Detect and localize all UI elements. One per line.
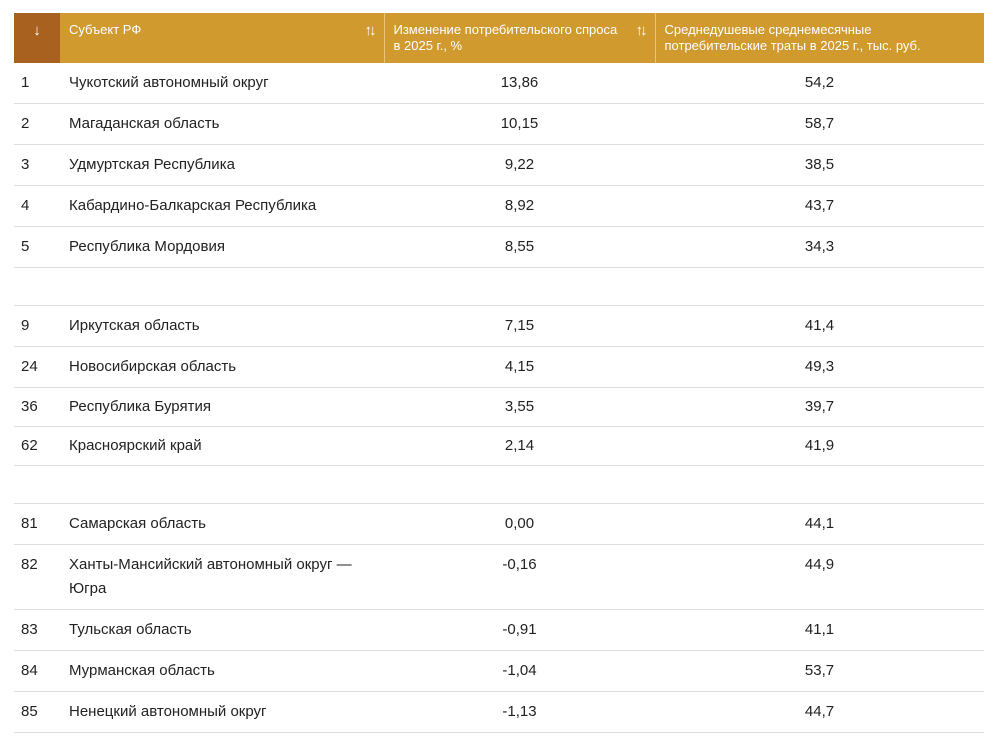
table-row: 24 Новосибирская область 4,15 49,3 [14,346,984,388]
sort-toggle-icon[interactable]: ↑↓ [635,22,648,39]
spending-cell: 39,7 [655,387,984,427]
rank-cell: 5 [14,226,60,268]
regions-table-container: ↓ Субъект РФ ↑↓ Изменение потребительско… [14,13,984,733]
table-row: 62 Красноярский край 2,14 41,9 [14,426,984,466]
subject-cell: Самарская область [60,503,384,545]
subject-cell: Республика Бурятия [60,387,384,427]
demand-change-header-label: Изменение потребительского спроса в 2025… [393,22,618,53]
rank-cell: 2 [14,103,60,145]
rank-cell: 84 [14,650,60,692]
subject-cell: Удмуртская Республика [60,144,384,186]
spending-cell: 34,3 [655,226,984,268]
subject-cell: Ханты-Мансийский автономный округ — Югра [60,544,384,610]
group-spacer-row [14,267,984,306]
spending-cell: 49,3 [655,346,984,388]
demand-change-cell: 2,14 [384,426,655,466]
spending-cell: 44,1 [655,503,984,545]
rank-cell: 9 [14,305,60,347]
demand-change-cell: -0,16 [384,544,655,610]
subject-cell: Кабардино-Балкарская Республика [60,185,384,227]
subject-cell: Новосибирская область [60,346,384,388]
subject-column-header[interactable]: Субъект РФ ↑↓ [60,13,384,63]
demand-change-cell: 0,00 [384,503,655,545]
spacer-cell [14,267,984,306]
group-spacer-row [14,465,984,504]
table-row: 84 Мурманская область -1,04 53,7 [14,650,984,692]
regions-table: ↓ Субъект РФ ↑↓ Изменение потребительско… [14,13,984,733]
table-row: 1 Чукотский автономный округ 13,86 54,2 [14,63,984,104]
demand-change-cell: -1,13 [384,691,655,733]
rank-cell: 82 [14,544,60,610]
subject-cell: Красноярский край [60,426,384,466]
table-row: 81 Самарская область 0,00 44,1 [14,503,984,545]
spending-cell: 41,9 [655,426,984,466]
spacer-cell [14,465,984,504]
spending-cell: 44,9 [655,544,984,610]
rank-cell: 4 [14,185,60,227]
demand-change-column-header[interactable]: Изменение потребительского спроса в 2025… [383,13,655,63]
rank-cell: 36 [14,387,60,427]
table-row: 82 Ханты-Мансийский автономный округ — Ю… [14,544,984,610]
demand-change-cell: 8,92 [384,185,655,227]
table-row: 85 Ненецкий автономный округ -1,13 44,7 [14,691,984,733]
subject-cell: Иркутская область [60,305,384,347]
spending-cell: 41,1 [655,609,984,651]
subject-cell: Тульская область [60,609,384,651]
table-row: 2 Магаданская область 10,15 58,7 [14,103,984,145]
table-row: 5 Республика Мордовия 8,55 34,3 [14,226,984,268]
spending-cell: 38,5 [655,144,984,186]
demand-change-cell: 4,15 [384,346,655,388]
sort-toggle-icon[interactable]: ↑↓ [364,22,377,39]
spending-cell: 41,4 [655,305,984,347]
table-header-row: ↓ Субъект РФ ↑↓ Изменение потребительско… [14,13,984,63]
spending-column-header: Среднедушевые среднемесячные потребитель… [654,13,984,63]
table-row: 9 Иркутская область 7,15 41,4 [14,305,984,347]
table-row: 3 Удмуртская Республика 9,22 38,5 [14,144,984,186]
sort-down-icon: ↓ [33,22,41,39]
subject-cell: Республика Мордовия [60,226,384,268]
demand-change-cell: 9,22 [384,144,655,186]
spending-cell: 43,7 [655,185,984,227]
subject-header-label: Субъект РФ [69,22,142,37]
spending-cell: 53,7 [655,650,984,692]
subject-cell: Чукотский автономный округ [60,63,384,104]
rank-cell: 85 [14,691,60,733]
rank-sort-header[interactable]: ↓ [14,13,60,63]
rank-cell: 81 [14,503,60,545]
demand-change-cell: -0,91 [384,609,655,651]
demand-change-cell: -1,04 [384,650,655,692]
rank-cell: 62 [14,426,60,466]
spending-header-label: Среднедушевые среднемесячные потребитель… [664,22,921,53]
rank-cell: 24 [14,346,60,388]
table-row: 83 Тульская область -0,91 41,1 [14,609,984,651]
rank-cell: 1 [14,63,60,104]
demand-change-cell: 3,55 [384,387,655,427]
spending-cell: 44,7 [655,691,984,733]
demand-change-cell: 7,15 [384,305,655,347]
demand-change-cell: 8,55 [384,226,655,268]
subject-cell: Ненецкий автономный округ [60,691,384,733]
table-row: 36 Республика Бурятия 3,55 39,7 [14,387,984,427]
subject-cell: Мурманская область [60,650,384,692]
table-row: 4 Кабардино-Балкарская Республика 8,92 4… [14,185,984,227]
spending-cell: 58,7 [655,103,984,145]
rank-cell: 3 [14,144,60,186]
demand-change-cell: 13,86 [384,63,655,104]
rank-cell: 83 [14,609,60,651]
demand-change-cell: 10,15 [384,103,655,145]
subject-cell: Магаданская область [60,103,384,145]
spending-cell: 54,2 [655,63,984,104]
